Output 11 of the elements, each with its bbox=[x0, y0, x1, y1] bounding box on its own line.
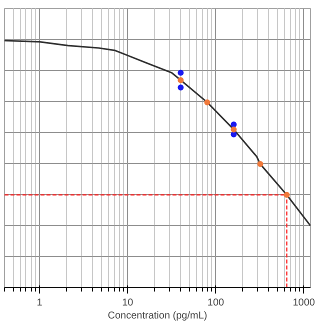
x-tick-label: 1 bbox=[36, 298, 43, 308]
x-axis-title: Concentration (pg/mL) bbox=[108, 310, 208, 322]
point bbox=[178, 77, 184, 84]
point bbox=[284, 192, 290, 198]
point bbox=[204, 99, 210, 106]
point bbox=[257, 161, 264, 168]
x-tick-label: 100 bbox=[207, 298, 225, 308]
x-tick-label: 10 bbox=[122, 298, 134, 308]
point bbox=[230, 126, 237, 132]
point bbox=[178, 70, 184, 76]
x-tick-label: 1000 bbox=[292, 298, 316, 308]
